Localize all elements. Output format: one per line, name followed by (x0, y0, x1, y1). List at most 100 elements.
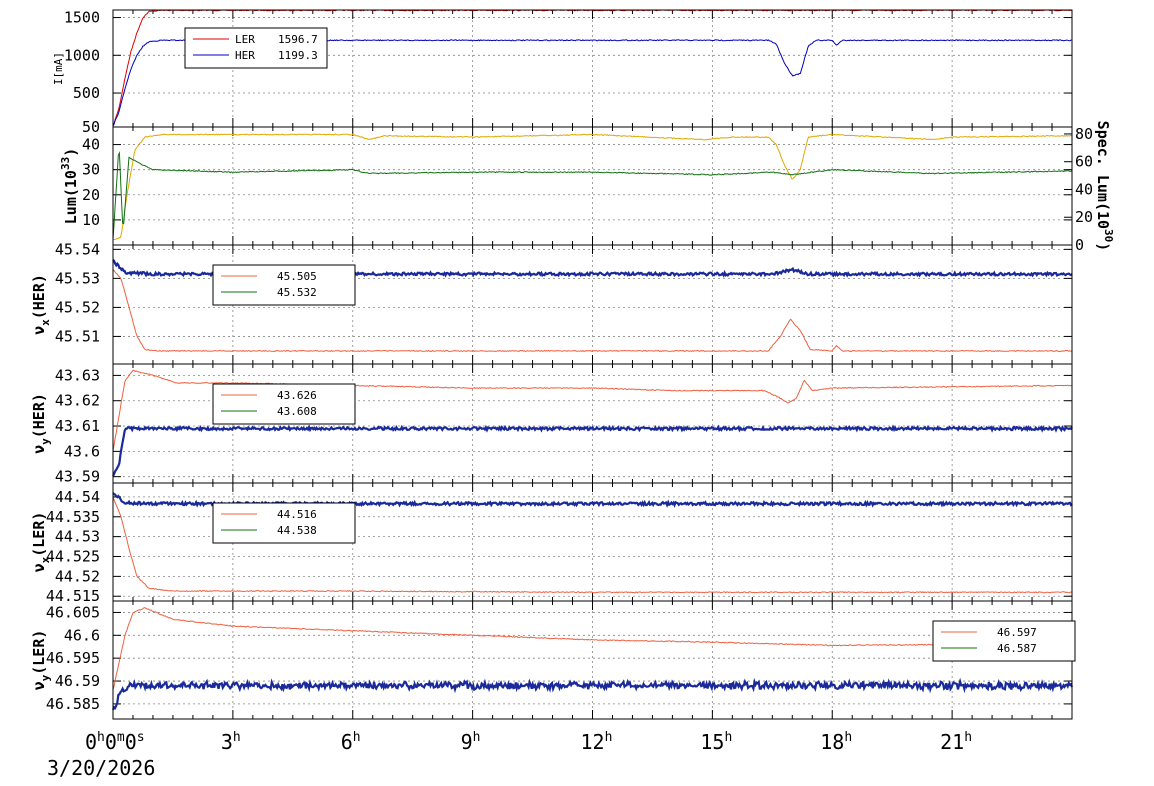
y-axis-label-text: Lum(10 (62, 170, 80, 224)
y-axis-label-right-exp: 30 (1102, 229, 1115, 242)
y-tick-label: 45.54 (55, 240, 100, 258)
legend-name: HER (235, 49, 255, 62)
y-tick-label: 500 (73, 84, 100, 102)
y-tick-label-right: 40 (1075, 180, 1093, 198)
legend-value: 1596.7 (278, 33, 318, 46)
legend-box (184, 27, 328, 69)
legend-value: 45.532 (277, 286, 317, 299)
time-tick-number: 0 (105, 730, 117, 754)
y-tick-label-right: 60 (1075, 153, 1093, 171)
y-tick-label: 45.51 (55, 327, 100, 345)
y-tick-label: 46.595 (46, 649, 100, 667)
y-tick-label: 30 (82, 161, 100, 179)
y-axis-label-rest: (LER) (30, 630, 48, 675)
y-tick-label: 43.59 (55, 468, 100, 486)
time-tick-unit: h (844, 730, 852, 745)
legend: 44.516 44.538 (212, 502, 356, 544)
time-tick-number: 9 (461, 730, 473, 754)
legend-value: 45.505 (277, 270, 317, 283)
series-Spec. Lum (112, 150, 1073, 240)
time-tick-unit: h (605, 730, 613, 745)
y-axis-label-rest: (HER) (30, 393, 48, 438)
time-tick-number: 15 (700, 730, 724, 754)
legend-value: 44.516 (277, 508, 317, 521)
y-tick-label: 1000 (64, 46, 100, 64)
time-tick-number: 21 (940, 730, 964, 754)
legend-value: 1199.3 (278, 49, 318, 62)
y-tick-label: 44.535 (46, 508, 100, 526)
y-tick-label: 43.6 (64, 442, 100, 460)
time-tick-label: 9h (461, 730, 481, 754)
time-tick-label: 18h (820, 730, 852, 754)
y-tick-label-right: 80 (1075, 125, 1093, 143)
y-axis-label-sub: x (39, 556, 52, 563)
legend-box (932, 620, 1076, 662)
y-tick-label: 46.585 (46, 695, 100, 713)
legend-value: 43.608 (277, 405, 317, 418)
y-tick-label: 46.6 (64, 626, 100, 644)
time-tick-label: 21h (940, 730, 972, 754)
legend-box (212, 383, 356, 425)
y-axis-label-nu: ν (30, 326, 48, 335)
time-tick-number: 0 (125, 730, 137, 754)
y-tick-label: 43.63 (55, 366, 100, 384)
legend-box (212, 502, 356, 544)
time-tick-unit: h (473, 730, 481, 745)
y-tick-label: 50 (82, 118, 100, 136)
y-axis-label-exp: 33 (59, 157, 72, 170)
legend: 43.626 43.608 (212, 383, 356, 425)
y-tick-label: 44.515 (46, 587, 100, 605)
y-tick-label: 43.62 (55, 392, 100, 410)
legend-value: 46.587 (997, 642, 1037, 655)
y-axis-label: νy(HER) (30, 393, 52, 454)
legend: LER 1596.7 HER 1199.3 (184, 27, 328, 69)
series-Lum (112, 133, 1073, 241)
y-axis-label-right-close: ) (1094, 242, 1112, 251)
legend: 46.597 46.587 (932, 620, 1076, 662)
time-tick-number: 6 (341, 730, 353, 754)
legend-name: LER (235, 33, 255, 46)
panel-5: 44.51544.5244.52544.5344.53544.54νx(LER)… (30, 482, 1073, 605)
y-tick-label: 40 (82, 136, 100, 154)
y-axis-label: Lum(1033) (59, 148, 80, 224)
legend-value: 46.597 (997, 626, 1037, 639)
y-axis-label-rest: (LER) (30, 512, 48, 557)
y-axis-label-nu: ν (30, 445, 48, 454)
y-tick-label: 46.605 (46, 603, 100, 621)
series-set (112, 607, 1073, 691)
time-tick-label: 12h (581, 730, 613, 754)
y-axis-label-sub: y (39, 674, 52, 681)
y-axis-label-right-text: Spec. Lum(10 (1094, 121, 1112, 229)
legend-box (212, 264, 356, 306)
date-label: 3/20/2026 (47, 756, 155, 780)
time-tick-unit: h (964, 730, 972, 745)
series-meas (111, 677, 1074, 711)
y-axis-label: I[mA] (52, 52, 65, 85)
legend-value: 44.538 (277, 524, 317, 537)
y-axis-label: νx(HER) (30, 274, 52, 335)
time-tick-unit: h (97, 730, 105, 745)
legend-value: 43.626 (277, 389, 317, 402)
y-tick-label-right: 0 (1075, 236, 1084, 254)
time-tick-label: 6h (341, 730, 361, 754)
time-tick-label: 0h0m0s (85, 730, 145, 754)
y-tick-label: 44.525 (46, 548, 100, 566)
time-tick-label: 3h (221, 730, 241, 754)
y-tick-label: 44.52 (55, 567, 100, 585)
y-axis-label-sub: x (39, 319, 52, 326)
y-axis-label-rest: (HER) (30, 274, 48, 319)
series-set (112, 269, 1073, 353)
y-axis-label-close: ) (62, 148, 80, 157)
time-tick-number: 18 (820, 730, 844, 754)
time-tick-number: 3 (221, 730, 233, 754)
panel-6: 46.585 46.59 46.595 46.6 46.605 νy(LER) 46.597… (30, 600, 1076, 720)
y-tick-label: 1500 (64, 9, 100, 27)
y-axis-label-right: Spec. Lum(1030) (1094, 121, 1115, 252)
time-tick-unit: h (353, 730, 361, 745)
time-tick-unit: h (233, 730, 241, 745)
y-tick-label-right: 20 (1075, 208, 1093, 226)
